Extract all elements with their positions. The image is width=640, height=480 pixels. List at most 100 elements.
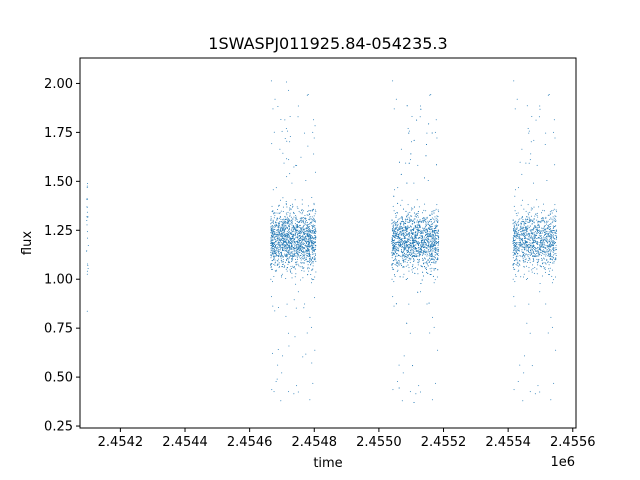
scatter-point [295,307,297,309]
scatter-point [306,229,308,231]
scatter-point [300,235,302,237]
scatter-point [407,204,409,206]
scatter-point [431,237,433,239]
scatter-point [395,251,397,253]
scatter-point [393,210,395,212]
scatter-point [424,267,426,269]
scatter-point [539,391,541,393]
scatter-point [549,267,551,269]
scatter-point [408,232,410,234]
scatter-point [537,221,539,223]
scatter-point [397,250,399,252]
scatter-point [418,251,420,253]
scatter-point [512,241,514,243]
scatter-point [309,216,311,218]
scatter-point [427,260,429,262]
scatter-point [315,211,317,213]
scatter-point [549,224,551,225]
scatter-point [282,259,284,261]
scatter-point [307,214,309,216]
scatter-point [286,248,288,250]
scatter-point [515,236,517,238]
scatter-point [277,234,279,236]
scatter-point [417,264,419,266]
scatter-point [395,253,397,255]
scatter-point [431,132,433,134]
scatter-point [397,236,399,238]
scatter-point [299,257,301,259]
scatter-point [517,261,519,263]
scatter-point [513,225,515,227]
scatter-point [522,218,524,220]
scatter-point [312,240,314,242]
scatter-point [314,225,316,227]
scatter-point [393,305,395,307]
scatter-point [427,251,429,253]
scatter-point [312,225,314,227]
scatter-point [303,233,305,235]
scatter-point [551,326,553,328]
scatter-point [395,262,397,264]
scatter-point [548,255,550,257]
scatter-point [549,239,551,241]
scatter-point [524,237,526,239]
scatter-point [273,250,275,252]
scatter-point [87,183,89,185]
scatter-point [405,220,407,222]
scatter-point [539,105,541,107]
scatter-point [280,210,282,212]
scatter-point [538,258,540,260]
scatter-point [424,245,426,247]
scatter-point [530,141,532,143]
scatter-point [554,249,556,251]
scatter-point [436,215,438,217]
scatter-point [414,237,416,239]
scatter-point [395,226,397,228]
scatter-point [281,255,283,257]
scatter-point [290,271,292,273]
scatter-point [310,240,312,242]
scatter-point [524,243,526,245]
scatter-point [428,246,430,248]
scatter-point [394,213,396,215]
scatter-point [303,219,305,221]
scatter-point [305,242,307,244]
scatter-point [286,206,288,208]
scatter-point [420,231,422,233]
scatter-point [277,233,279,235]
scatter-point [307,264,309,266]
scatter-point [410,209,412,211]
scatter-point [294,268,296,270]
scatter-point [535,237,537,239]
scatter-point [400,238,402,240]
scatter-point [285,244,287,246]
scatter-point [298,265,300,267]
scatter-point [297,248,299,250]
scatter-point [523,234,525,236]
scatter-point [284,215,286,217]
scatter-point [307,268,309,270]
scatter-point [513,296,515,298]
scatter-point [292,258,294,260]
scatter-point [297,244,299,246]
scatter-point [297,105,299,107]
scatter-point [522,240,524,242]
scatter-point [431,244,433,246]
scatter-point [425,221,427,223]
scatter-point [288,241,290,243]
scatter-point [279,265,281,267]
scatter-point [393,281,395,283]
scatter-point [393,235,395,237]
scatter-point [273,245,275,247]
scatter-point [295,216,297,218]
scatter-point [534,253,535,255]
scatter-point [296,226,298,228]
scatter-point [286,270,288,272]
scatter-point [414,255,416,257]
scatter-point [274,235,276,237]
scatter-point [524,252,526,254]
scatter-point [304,239,306,241]
scatter-point [410,226,412,228]
scatter-point [274,215,276,217]
scatter-point [398,237,400,239]
